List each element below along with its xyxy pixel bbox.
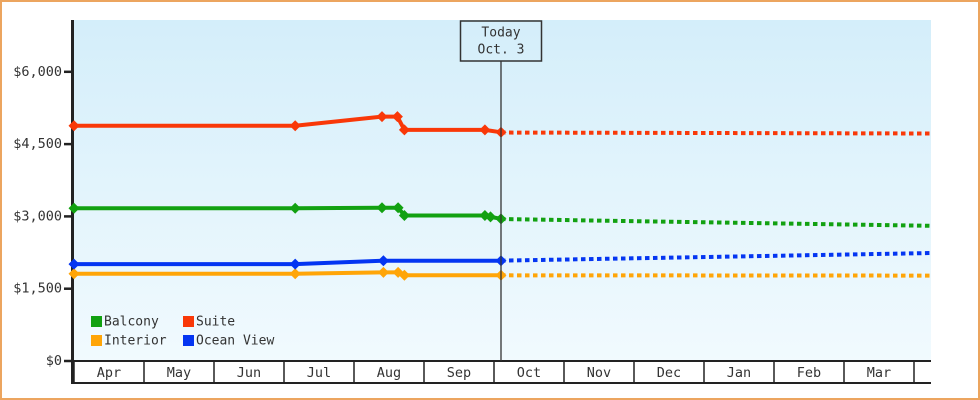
legend-swatch (91, 335, 102, 346)
month-label: Aug (377, 365, 401, 381)
legend-item-balcony: Balcony (91, 315, 159, 330)
series-suite (68, 111, 931, 138)
month-label: Mar (867, 365, 891, 381)
y-axis-line (71, 20, 74, 383)
legend-label: Ocean View (196, 334, 274, 349)
series-balcony (68, 202, 931, 228)
today-date-label: Oct. 3 (478, 43, 525, 58)
x-axis-month-row: Apr May Jun Jul Aug Sep Oct Nov Dec Jan Feb Mar (71, 360, 931, 384)
price-line-actual (74, 270, 501, 278)
data-point-marker (391, 111, 403, 123)
legend-item-suite: Suite (183, 315, 235, 330)
month-label: Sep (447, 365, 471, 381)
data-point-marker (392, 202, 404, 214)
legend-item-interior: Interior (91, 334, 167, 349)
y-axis-label: $0 (46, 353, 62, 369)
legend-item-ocean-view: Ocean View (183, 334, 274, 349)
data-point-marker (398, 124, 410, 136)
legend-label: Interior (104, 334, 167, 349)
today-marker: Today Oct. 3 (459, 20, 543, 361)
month-label: Jun (237, 365, 261, 381)
data-point-marker (289, 202, 301, 214)
data-point-marker (289, 268, 301, 280)
month-label: Nov (587, 365, 611, 381)
legend-swatch (183, 316, 194, 327)
month-label: Oct (517, 365, 541, 381)
data-point-marker (289, 258, 301, 270)
y-axis-label: $1,500 (13, 281, 62, 297)
data-point-marker (68, 258, 80, 270)
data-point-marker (376, 202, 388, 214)
data-point-marker (377, 255, 389, 267)
legend-swatch (183, 335, 194, 346)
legend-label: Suite (196, 315, 235, 330)
today-box (459, 20, 543, 62)
month-label: Dec (657, 365, 681, 381)
plot-background (74, 20, 931, 361)
month-label: Apr (97, 365, 121, 381)
data-point-marker (479, 124, 491, 136)
month-label: May (167, 365, 191, 381)
data-point-marker (68, 120, 80, 132)
today-label: Today (481, 26, 520, 41)
y-axis-label: $3,000 (13, 208, 62, 224)
legend-swatch (91, 316, 102, 327)
legend: Balcony Suite Interior Ocean View (91, 315, 274, 349)
series-interior (68, 266, 931, 281)
y-axis-label: $4,500 (13, 136, 62, 152)
series-ocean-view (68, 251, 931, 270)
data-point-marker (68, 202, 80, 214)
data-point-marker (485, 211, 496, 223)
data-point-marker (376, 111, 388, 123)
month-label: Feb (797, 365, 821, 381)
month-label: Jul (307, 365, 331, 381)
price-line-actual (74, 258, 501, 267)
data-point-marker (289, 120, 301, 132)
month-label: Jan (727, 365, 751, 381)
y-axis-label: $6,000 (13, 64, 62, 80)
data-point-marker (377, 266, 389, 278)
data-point-marker (398, 269, 410, 281)
data-point-marker (68, 268, 80, 280)
data-point-marker (398, 209, 410, 221)
legend-label: Balcony (104, 315, 159, 330)
